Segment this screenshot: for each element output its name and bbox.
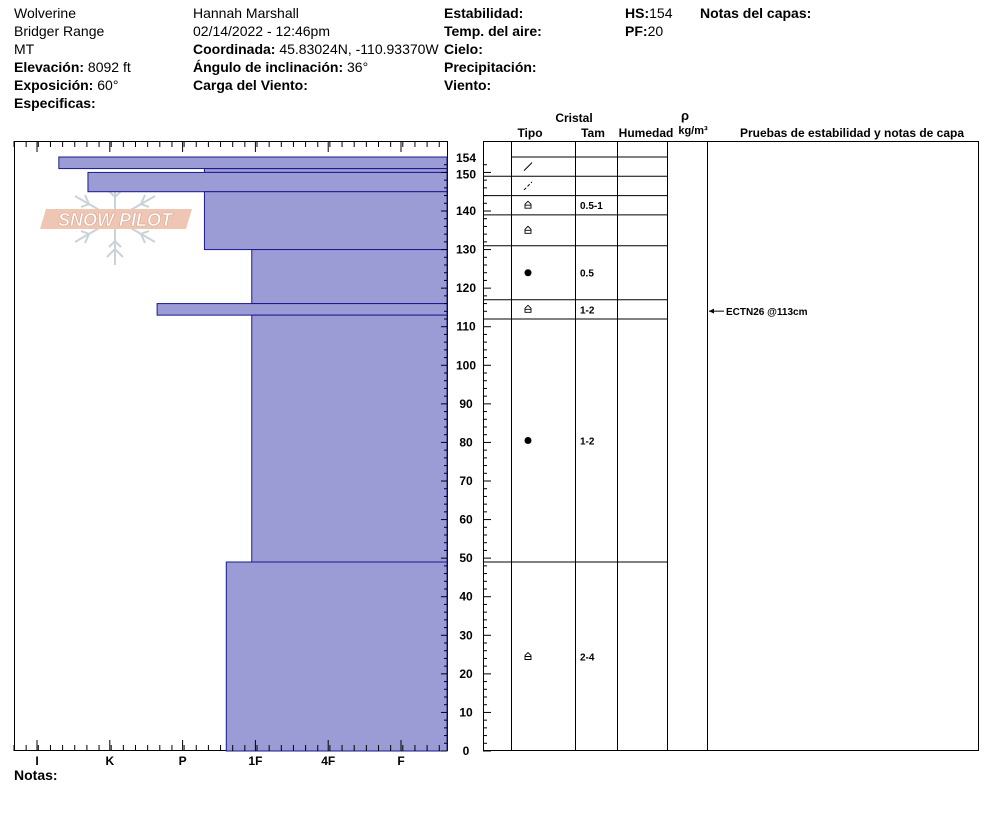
rounded-grain-icon: [524, 437, 532, 444]
depth-tick-label: 80: [459, 435, 473, 449]
slope-value: 36°: [347, 59, 369, 75]
precip-particle-icon: [523, 162, 533, 171]
coord-value: 45.83024N, -110.93370W: [279, 41, 439, 57]
depth-tick-label: 20: [459, 667, 473, 681]
hardness-tick-label: 1F: [248, 754, 262, 768]
crystal-rows: 0.5-1 0.5 1-2 1-2 2-4: [483, 156, 667, 664]
notes-label: Notas:: [14, 767, 58, 783]
hardness-tick-label: I: [35, 754, 38, 768]
depth-tick-label: 110: [456, 320, 476, 334]
depth-tick-label: 30: [459, 628, 473, 642]
hardness-tick-label: 4F: [321, 754, 335, 768]
air-temp-label: Temp. del aire:: [444, 23, 542, 39]
state: MT: [14, 41, 35, 57]
precip-label: Precipitación:: [444, 59, 537, 75]
density-unit-header: kg/m³: [678, 125, 708, 137]
crystal-size-label: 0.5-1: [580, 201, 603, 212]
hs-row: HS:154: [625, 4, 672, 22]
depth-tick-label: 100: [456, 358, 476, 372]
decomposed-particle-icon: [523, 181, 533, 191]
size-header: Tam: [581, 126, 605, 140]
range: Bridger Range: [14, 23, 105, 39]
hardness-axis: I K P 1F 4F F: [13, 141, 440, 768]
exposure-value: 60°: [97, 77, 119, 93]
test-arrow-icon: [709, 308, 714, 314]
crystal-size-label: 0.5: [580, 269, 594, 280]
observer: Hannah Marshall: [193, 5, 299, 21]
slope-label: Ángulo de inclinación:: [193, 59, 344, 75]
sky-label: Cielo:: [444, 41, 483, 57]
hardness-layer-bar: [203, 168, 448, 173]
hardness-layer-bar: [251, 314, 448, 563]
test-label: ECTN26 @113cm: [726, 307, 808, 318]
coord-row: Coordinada: 45.83024N, -110.93370W: [193, 40, 439, 58]
depth-tick-label: 120: [456, 281, 476, 295]
depth-axis: 0 10 20 30 40 50 60 70 80 90 100 110 120 130 140 150 154: [441, 151, 491, 758]
faceted-crystal-icon: [524, 200, 532, 209]
stability-label: Estabilidad:: [444, 5, 524, 21]
elevation-row: Elevación: 8092 ft: [14, 58, 131, 76]
depth-tick-label: 140: [456, 204, 476, 218]
crystal-header: Cristal: [555, 111, 592, 125]
depth-tick-label: 0: [463, 744, 470, 758]
type-header: Tipo: [517, 126, 542, 140]
wind-label: Viento:: [444, 77, 492, 93]
depth-tick-label: 90: [459, 397, 473, 411]
pf-value: 20: [647, 23, 664, 39]
crystal-size-label: 2-4: [580, 653, 595, 664]
hs-label: HS:: [625, 5, 650, 21]
elevation-value: 8092 ft: [87, 59, 131, 75]
hardness-layer-bar: [58, 156, 448, 170]
slope-row: Ángulo de inclinación: 36°: [193, 58, 368, 76]
crystal-size-label: 1-2: [580, 437, 595, 448]
location: Wolverine: [14, 5, 76, 21]
depth-tick-label: 70: [459, 474, 473, 488]
rho-header: ρ: [681, 108, 689, 123]
hardness-tick-label: K: [105, 754, 114, 768]
hardness-layer-bar: [203, 191, 448, 251]
faceted-crystal-icon: [524, 225, 532, 234]
hs-value: 154: [649, 5, 673, 21]
rounded-grain-icon: [524, 269, 532, 277]
logo-text: SNOW PILOT: [58, 210, 174, 230]
tests-header: Pruebas de estabilidad y notas de capa: [740, 126, 964, 140]
stability-tests: ECTN26 @113cm: [709, 307, 808, 318]
faceted-crystal-icon: [524, 304, 532, 313]
hardness-tick-label: F: [397, 754, 404, 768]
depth-tick-label: 150: [456, 167, 476, 181]
depth-tick-label: 10: [459, 705, 473, 719]
layer-table-frame: [483, 141, 979, 751]
specifics-label: Especificas:: [14, 95, 96, 111]
snowpilot-logo: SNOW PILOT: [40, 173, 192, 265]
hardness-layers: [58, 156, 448, 752]
wind-load-label: Carga del Viento:: [193, 77, 308, 93]
hardness-layer-bar: [156, 303, 448, 316]
hardness-layer-bar: [251, 249, 448, 305]
hardness-layer-bar: [87, 171, 448, 193]
depth-tick-label: 50: [459, 551, 473, 565]
humidity-header: Humedad: [619, 126, 674, 140]
depth-tick-label: 60: [459, 513, 473, 527]
pf-label: PF:: [625, 23, 648, 39]
exposure-label: Exposición:: [14, 77, 94, 93]
hardness-tick-label: P: [179, 754, 187, 768]
depth-tick-label: 154: [456, 151, 476, 165]
layer-notes-label: Notas del capas:: [700, 5, 812, 21]
depth-tick-label: 40: [459, 590, 473, 604]
coord-label: Coordinada:: [193, 41, 276, 57]
depth-tick-label: 130: [456, 243, 476, 257]
faceted-crystal-icon: [524, 651, 532, 660]
pf-row: PF:20: [625, 22, 663, 40]
hardness-layer-bar: [225, 561, 448, 752]
crystal-size-label: 1-2: [580, 305, 595, 316]
exposure-row: Exposición: 60°: [14, 76, 118, 94]
elevation-label: Elevación:: [14, 59, 85, 75]
datetime: 02/14/2022 - 12:46pm: [193, 23, 330, 39]
